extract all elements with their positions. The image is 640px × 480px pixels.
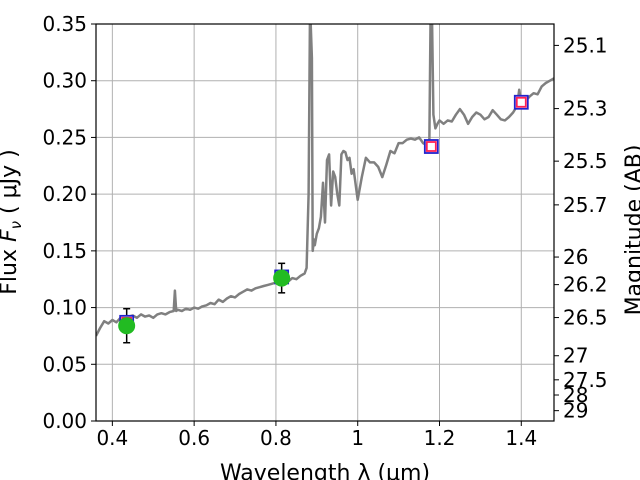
y-tick-label-6: 0.30 [42, 69, 87, 93]
model-spectrum-line [96, 24, 554, 337]
y2-tick-label-5: 26.2 [563, 273, 608, 297]
y-axis-label-symbol: F [0, 229, 22, 242]
x-tick-label-3: 1 [351, 426, 364, 450]
x-tick-label-4: 1.2 [424, 426, 456, 450]
x-axis-label: Wavelength λ (μm) [220, 461, 430, 480]
y2-tick-label-2: 25.5 [563, 149, 608, 173]
plot-clip-group [96, 24, 554, 337]
x-tick-label-5: 1.4 [505, 426, 537, 450]
y2-tick-label-0: 25.1 [563, 33, 608, 57]
y2-axis-label: Magnitude (AB) [622, 145, 640, 316]
y-tick-label-0: 0.00 [42, 409, 87, 433]
y-axis-label: Flux Fν ( μJy ) [0, 149, 25, 294]
model-photometry-box-inner-2 [425, 141, 437, 152]
plot-border [95, 23, 555, 422]
y2-tick-label-10: 29 [563, 399, 588, 423]
y-axis-label-subscript: ν [7, 221, 25, 229]
y-axis-label-unit: ( μJy ) [0, 149, 22, 221]
y2-tick-label-1: 25.3 [563, 97, 608, 121]
y-tick-label-3: 0.15 [42, 239, 87, 263]
model-photometry-box-inner-3 [515, 96, 527, 108]
y-tick-label-4: 0.20 [42, 182, 87, 206]
y-tick-label-1: 0.05 [42, 352, 87, 376]
x-tick-label-2: 0.8 [260, 426, 292, 450]
y-axis-label-prefix: Flux [0, 242, 22, 295]
axis-ticks: 0.4 0.6 0.8 1 1.2 1.4 0.00 0.05 0.10 0.15 0.20 0.25… [42, 12, 607, 450]
y-tick-label-2: 0.10 [42, 296, 87, 320]
model-photometry-box-2 [423, 139, 439, 154]
model-photometry-box-3 [513, 94, 529, 110]
y2-tick-label-6: 26.5 [563, 306, 608, 330]
plot-data [96, 24, 554, 344]
y2-tick-label-3: 25.7 [563, 193, 608, 217]
y-tick-label-5: 0.25 [42, 125, 87, 149]
observed-point-1 [273, 269, 291, 287]
y2-tick-label-8: 27.5 [563, 368, 608, 392]
y2-tick-label-9: 28 [563, 383, 588, 407]
observed-point-0 [118, 317, 136, 335]
y2-tick-label-4: 26 [563, 245, 588, 269]
y-tick-label-7: 0.35 [42, 12, 87, 36]
x-tick-label-1: 0.6 [178, 426, 210, 450]
plot-frame [95, 23, 555, 422]
y2-tick-label-7: 27 [563, 344, 588, 368]
x-tick-label-0: 0.4 [96, 426, 128, 450]
